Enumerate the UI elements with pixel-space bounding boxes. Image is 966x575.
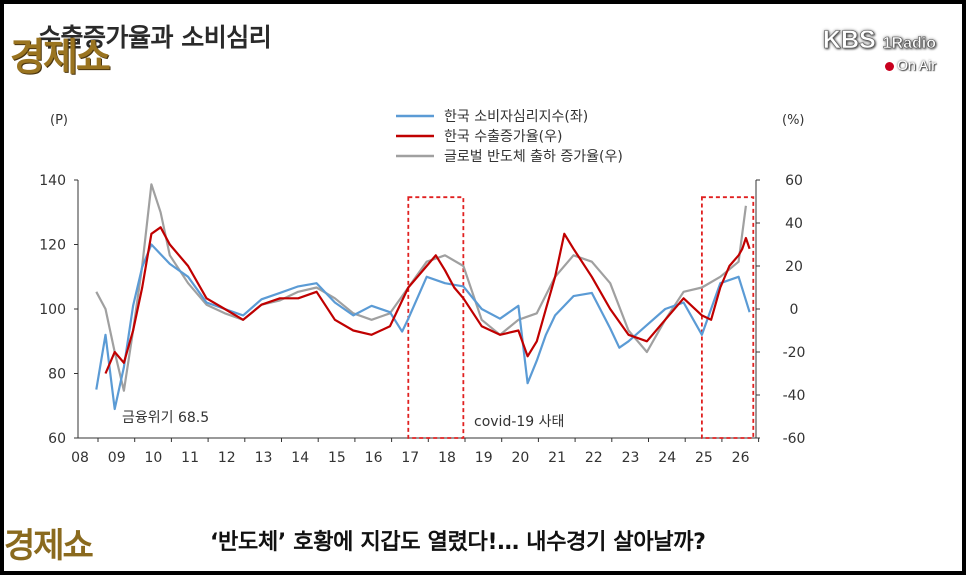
x-tick-label: 14 xyxy=(291,450,309,466)
left-tick-label: 140 xyxy=(39,173,66,189)
x-tick-label: 17 xyxy=(401,450,419,466)
left-tick-label: 80 xyxy=(48,367,66,383)
x-tick-label: 12 xyxy=(218,450,236,466)
page-title: 수출증가율과 소비심리 xyxy=(38,23,272,52)
legend-label-3: 글로벌 반도체 출하 증가율(우) xyxy=(444,149,623,165)
series-line-1 xyxy=(95,243,751,411)
left-tick-label: 100 xyxy=(39,302,66,318)
on-air-indicator: On Air xyxy=(823,57,936,73)
legend-label-1: 한국 소비자심리지수(좌) xyxy=(444,109,588,125)
right-tick-label: 0 xyxy=(790,302,799,318)
chart: (P) (%) 140 120 100 80 60 60 40 20 0 -20 -40 -60 08 09 1… xyxy=(39,109,806,466)
highlight-box-2 xyxy=(701,196,755,439)
right-tick-label: -60 xyxy=(783,431,806,447)
x-tick-label: 08 xyxy=(71,450,89,466)
x-tick-label: 25 xyxy=(695,450,713,466)
broadcaster-logo: KBS 1Radio On Air xyxy=(822,26,937,73)
x-tick-label: 26 xyxy=(732,450,750,466)
on-air-label: On Air xyxy=(897,57,936,73)
x-tick-label: 15 xyxy=(328,450,346,466)
kbs-label: KBS xyxy=(822,26,876,55)
x-tick-label: 22 xyxy=(585,450,603,466)
right-tick-label: 60 xyxy=(785,173,803,189)
x-tick-label: 11 xyxy=(181,450,199,466)
left-tick-label: 60 xyxy=(48,431,66,447)
x-tick-label: 19 xyxy=(475,450,493,466)
channel-label: 1Radio xyxy=(882,35,936,53)
show-logo-top: 경제쇼 xyxy=(10,34,111,79)
show-logo-bottom: 경제쇼 xyxy=(4,526,94,566)
right-tick-label: -40 xyxy=(783,388,806,404)
screen-frame: 수출증가율과 소비심리 경제쇼 경제쇼 KBS 1Radio On Air (P… xyxy=(4,4,962,571)
record-dot-icon xyxy=(885,62,895,71)
x-tick-label: 10 xyxy=(144,450,162,466)
annotation-covid: covid-19 사태 xyxy=(474,414,564,430)
series-line-2 xyxy=(104,226,751,374)
right-tick-label: -20 xyxy=(783,345,806,361)
x-tick-label: 13 xyxy=(255,450,273,466)
x-tick-label: 20 xyxy=(511,450,529,466)
legend-label-2: 한국 수출증가율(우) xyxy=(444,129,562,145)
annotation-financial-crisis: 금융위기 68.5 xyxy=(122,410,209,426)
x-tick-label: 24 xyxy=(658,450,676,466)
x-tick-label: 16 xyxy=(365,450,383,466)
highlight-box-1 xyxy=(407,196,465,439)
x-tick-label: 18 xyxy=(438,450,456,466)
news-caption: ‘반도체’ 호황에 지갑도 열렸다!… 내수경기 살아날까? xyxy=(210,530,706,555)
x-tick-label: 21 xyxy=(548,450,566,466)
left-axis-unit: (P) xyxy=(50,113,68,128)
right-tick-label: 40 xyxy=(785,216,803,232)
right-axis-unit: (%) xyxy=(782,113,805,128)
x-tick-label: 09 xyxy=(108,450,126,466)
kbs-wordmark: KBS 1Radio xyxy=(822,26,937,55)
left-tick-label: 120 xyxy=(39,238,66,254)
x-tick-label: 23 xyxy=(622,450,640,466)
right-tick-label: 20 xyxy=(785,259,803,275)
